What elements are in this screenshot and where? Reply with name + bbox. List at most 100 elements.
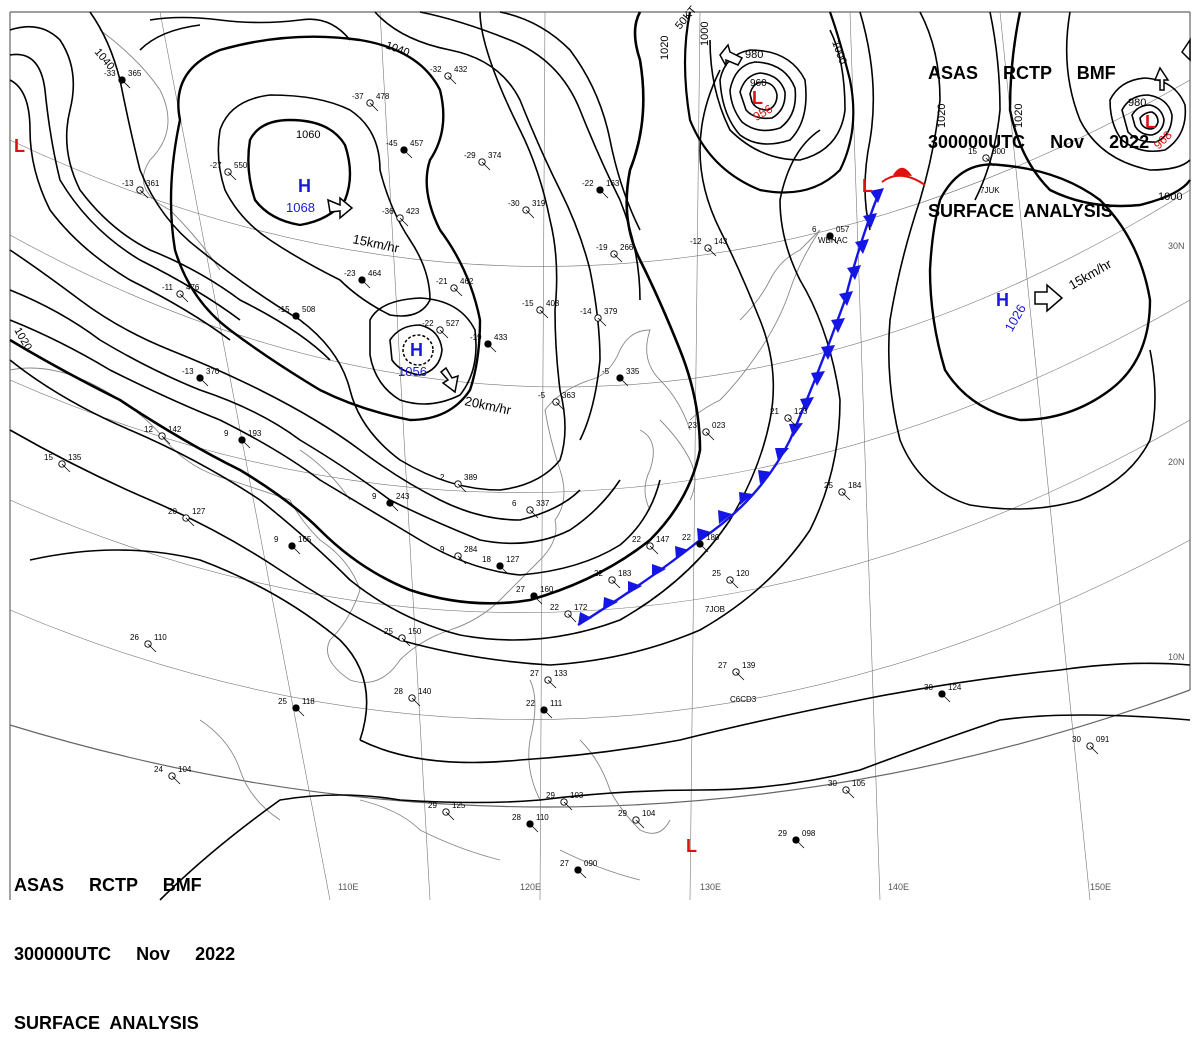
isobar-label: 1000 [1158, 191, 1182, 203]
station-plots: -33 365 -32 432 -37 478 -45 457 -29 374 -30 319 -22 1… [44, 65, 1110, 879]
high-center-symbol: H [410, 340, 423, 360]
ship-ids: 7JUK WBHAC 7JOB C6CD3 [705, 186, 1000, 704]
station-plot: -19 433 [470, 333, 508, 353]
station-pressure: 023 [712, 421, 726, 430]
station-pressure: 180 [706, 533, 720, 542]
station-temperature: 2 [440, 473, 445, 482]
high-center-symbol: H [996, 290, 1009, 310]
station-pressure: 363 [562, 391, 576, 400]
station-pressure: 476 [186, 283, 200, 292]
longitude-label: 130E [700, 882, 721, 892]
wind-barb [699, 543, 709, 553]
wind-barb [619, 377, 629, 387]
station-plot: -45 457 [386, 139, 424, 159]
isobar-label: 1060 [296, 129, 320, 141]
station-pressure: 379 [604, 307, 618, 316]
wind-barb [403, 149, 413, 159]
wind-barb [635, 819, 645, 829]
station-plot: 22 180 [682, 533, 720, 553]
header-time-line: 300000UTC Nov 2022 [14, 944, 236, 964]
wind-barb [795, 839, 805, 849]
station-plot: 29 098 [778, 829, 816, 849]
high-center-pressure: 1068 [286, 200, 315, 215]
station-plot: -32 432 [430, 65, 468, 85]
wind-barb [529, 509, 539, 519]
station-pressure: 127 [506, 555, 520, 564]
station-temperature: -22 [582, 179, 594, 188]
station-temperature: 9 [274, 535, 279, 544]
station-temperature: 22 [594, 569, 603, 578]
station-pressure: 464 [368, 269, 382, 278]
low-center-symbol: L [752, 88, 763, 108]
longitude-label: 120E [520, 882, 541, 892]
wind-barb [457, 483, 467, 493]
latitude-label: 20N [1168, 457, 1185, 467]
station-plot: -29 374 [464, 151, 502, 171]
wind-barb [61, 463, 71, 473]
station-plot: 9 165 [274, 535, 312, 555]
station-temperature: 15 [44, 453, 53, 462]
station-plot: 9 193 [224, 429, 262, 449]
station-plot: -27 550 [210, 161, 248, 181]
wind-barb [499, 565, 509, 575]
station-plot: 9 243 [372, 492, 410, 512]
station-temperature: -32 [430, 65, 442, 74]
station-plot: -23 464 [344, 269, 382, 289]
station-pressure: 243 [396, 492, 410, 501]
station-temperature: 29 [778, 829, 787, 838]
station-pressure: 140 [418, 687, 432, 696]
high-center-symbol: H [298, 176, 311, 196]
station-temperature: 29 [546, 791, 555, 800]
station-pressure: 370 [206, 367, 220, 376]
station-plot: 27 133 [530, 669, 568, 689]
wind-barb [411, 697, 421, 707]
station-plot: -15 403 [522, 299, 560, 319]
station-temperature: 25 [712, 569, 721, 578]
station-temperature: 29 [428, 801, 437, 810]
station-pressure: 183 [618, 569, 632, 578]
ship-id: WBHAC [818, 236, 848, 245]
cold-front [577, 188, 884, 627]
wind-barb [941, 693, 951, 703]
wind-barb [453, 287, 463, 297]
station-temperature: 6 [512, 499, 517, 508]
wind-barb [369, 102, 379, 112]
wind-barb [361, 279, 371, 289]
longitude-label: 150E [1090, 882, 1111, 892]
station-temperature: -21 [436, 277, 448, 286]
station-temperature: 15 [968, 147, 977, 156]
station-plot: 30 105 [828, 779, 866, 799]
low-center-symbol: L [862, 176, 873, 196]
low-center-symbol: L [14, 136, 25, 156]
station-pressure: 337 [536, 499, 550, 508]
wind-barb [597, 317, 607, 327]
wind-barb [649, 545, 659, 555]
wind-barb [613, 253, 623, 263]
station-plot: -12 143 [690, 237, 728, 257]
station-plot: 15 300 [968, 147, 1006, 167]
station-pressure: 550 [234, 161, 248, 170]
station-plot: -11 476 [162, 283, 200, 303]
station-plot: 25 150 [384, 627, 422, 647]
station-temperature: -5 [602, 367, 610, 376]
wind-barb [227, 171, 237, 181]
wind-barb [599, 189, 609, 199]
station-temperature: 12 [144, 425, 153, 434]
latitude-label: 10N [1168, 652, 1185, 662]
station-pressure: 125 [452, 801, 466, 810]
station-plot: 22 111 [526, 699, 563, 719]
wind-barb [139, 189, 149, 199]
station-pressure: 300 [992, 147, 1006, 156]
wind-barb [555, 401, 565, 411]
station-plot: 24 104 [154, 765, 192, 785]
station-pressure: 374 [488, 151, 502, 160]
ship-id: 7JOB [705, 605, 725, 614]
station-plot: 25 120 [712, 569, 750, 589]
station-pressure: 284 [464, 545, 478, 554]
station-temperature: -11 [162, 283, 174, 292]
station-temperature: -27 [210, 161, 222, 170]
station-plot: 15 135 [44, 453, 82, 473]
wind-barb [787, 417, 797, 427]
station-plot: -21 462 [436, 277, 474, 297]
wind-barb [487, 343, 497, 353]
